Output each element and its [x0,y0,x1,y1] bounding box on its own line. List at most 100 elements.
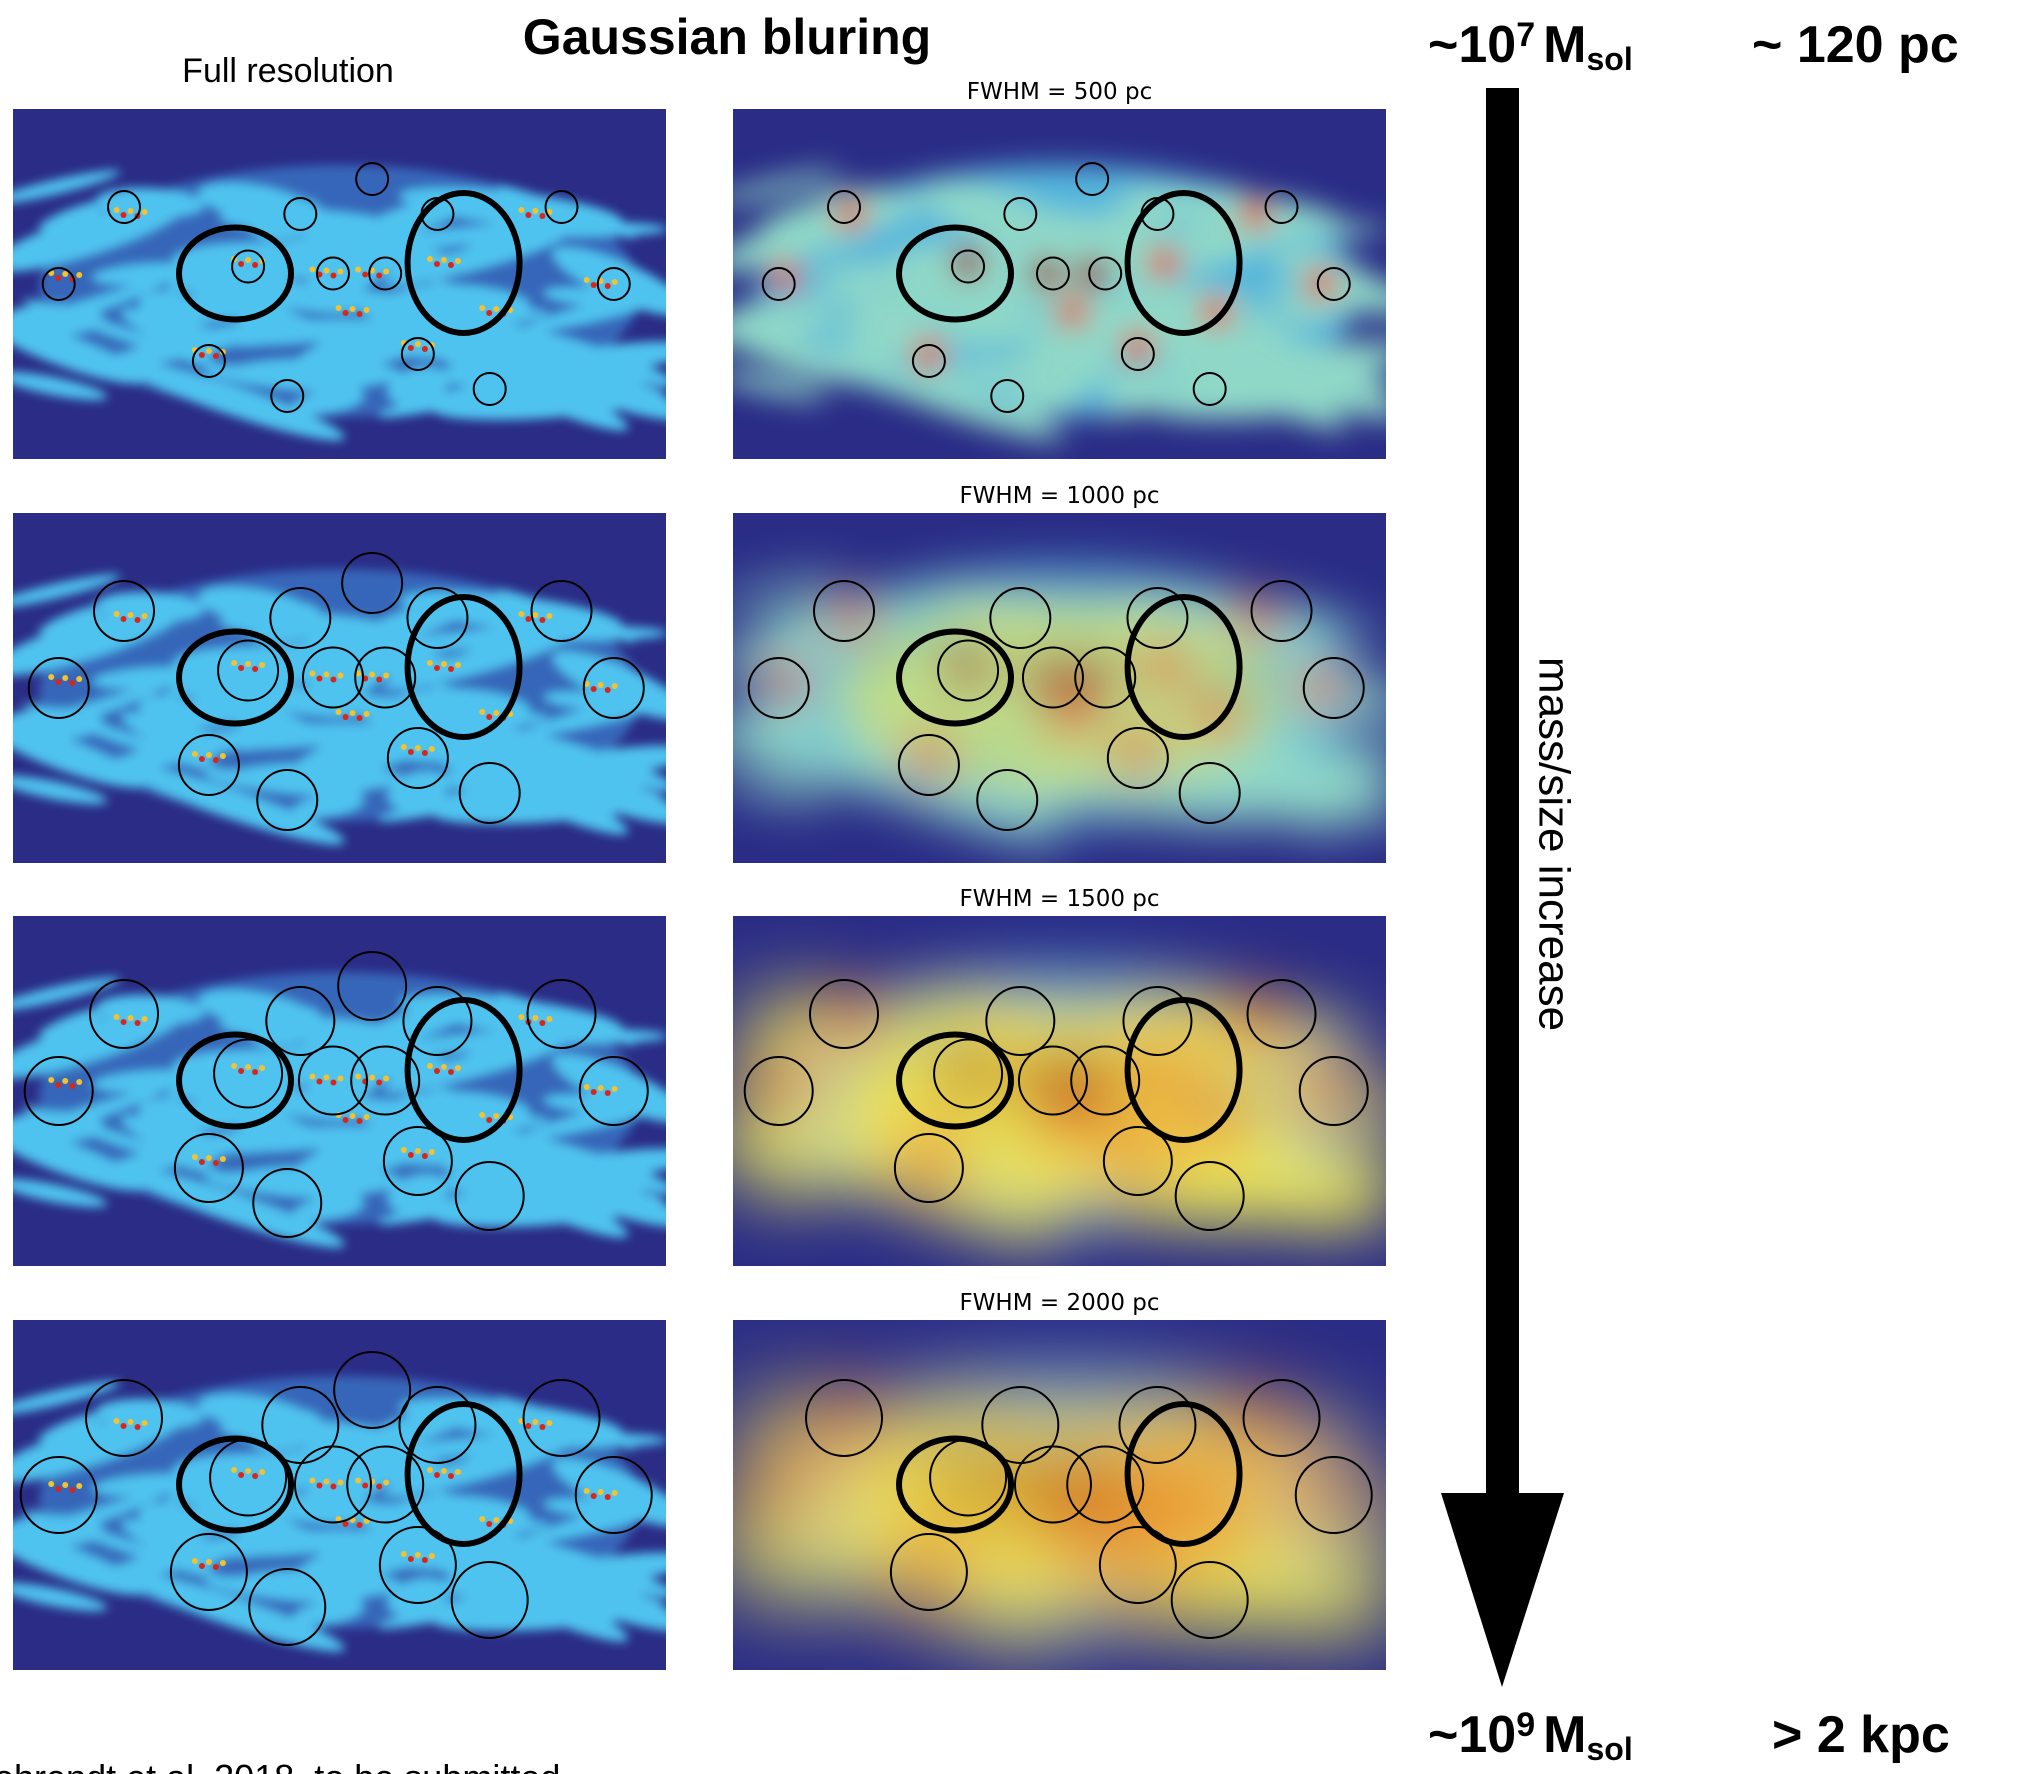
clump [76,1079,82,1085]
clump [376,273,382,279]
mass-unit-subscript: sol [1586,1731,1632,1767]
clump [441,1468,447,1474]
clump [486,310,492,316]
map-content [0,109,700,459]
clump [199,756,205,762]
clump [383,269,389,275]
clump [323,672,329,678]
hot-spot [751,1454,819,1522]
hot-spot [1116,729,1160,773]
clump [62,1482,68,1488]
clump [408,1556,414,1562]
clump [238,1472,244,1478]
fwhm-label: FWHM = 1500 pc [959,886,1159,912]
map-content [666,109,1420,459]
clump [455,1469,461,1475]
mass-prefix: ~10 [1428,16,1516,74]
map-content [666,513,1420,863]
clump [337,1480,343,1486]
clump [206,1155,212,1161]
clump [532,1015,538,1021]
clump [479,305,485,311]
clump [591,686,597,692]
map-content [0,916,700,1266]
title: Gaussian bluring [523,9,931,65]
clump [76,1483,82,1489]
clump [62,271,68,277]
clump [357,1118,363,1124]
clump [55,679,61,685]
clump [330,1080,336,1086]
clump [584,1084,590,1090]
hot-spot [940,1042,996,1098]
clump [220,753,226,759]
clump [69,1083,75,1089]
clump [486,1117,492,1123]
clump [422,750,428,756]
arrow-shaft [1486,88,1519,1498]
clump [55,1486,61,1492]
hot-spot [913,338,945,370]
hot-spot [763,659,807,703]
clump [192,751,198,757]
clump [76,676,82,682]
clump [337,269,343,275]
clump [245,257,251,263]
hot-spot [1221,1391,1289,1459]
hot-spot [952,247,984,279]
mass-exponent: 9 [1516,1706,1535,1744]
hot-spot [757,1056,813,1112]
clump [376,1080,382,1086]
clump [357,1522,363,1528]
hot-spot [1030,258,1062,290]
hot-spot [1045,1091,1101,1147]
hot-spot [1299,666,1343,710]
clump [309,267,315,273]
clump [401,744,407,750]
clump [316,1079,322,1085]
clump [121,1019,127,1025]
clump [355,267,361,273]
hot-spot [1024,656,1068,700]
clump [612,1086,618,1092]
clump [546,613,552,619]
clump [128,1015,134,1021]
clump [309,1074,315,1080]
clump [369,672,375,678]
clump [337,1076,343,1082]
clump [355,1074,361,1080]
bottom-size: > 2 kpc [1772,1706,1950,1764]
hot-spot [907,736,951,780]
clump [434,261,440,267]
clump [605,1494,611,1500]
clump [142,1420,148,1426]
clump [441,661,447,667]
page: Gaussian bluring Full resolution ~107Mso… [0,0,2025,1774]
hot-spot [1142,645,1186,689]
clump [525,212,531,218]
clump [441,257,447,263]
clump [220,1560,226,1566]
axis-label: mass/size increase [1529,657,1578,1031]
clump [486,1521,492,1527]
clump [114,1418,120,1424]
clump [422,346,428,352]
clump [408,749,414,755]
fwhm-label: FWHM = 500 pc [967,79,1152,105]
clump [309,1478,315,1484]
clump [238,1068,244,1074]
mass-unit: M [1543,1706,1586,1764]
clump [343,310,349,316]
clump [532,208,538,214]
clump [135,1424,141,1430]
clump [114,1014,120,1020]
clump [408,1152,414,1158]
clump [238,665,244,671]
top-size: ~ 120 pc [1752,16,1959,74]
hot-spot [1148,247,1180,279]
clump [429,746,435,752]
clump [114,611,120,617]
clump [479,1112,485,1118]
clump [213,757,219,763]
hot-spot [1122,331,1154,363]
